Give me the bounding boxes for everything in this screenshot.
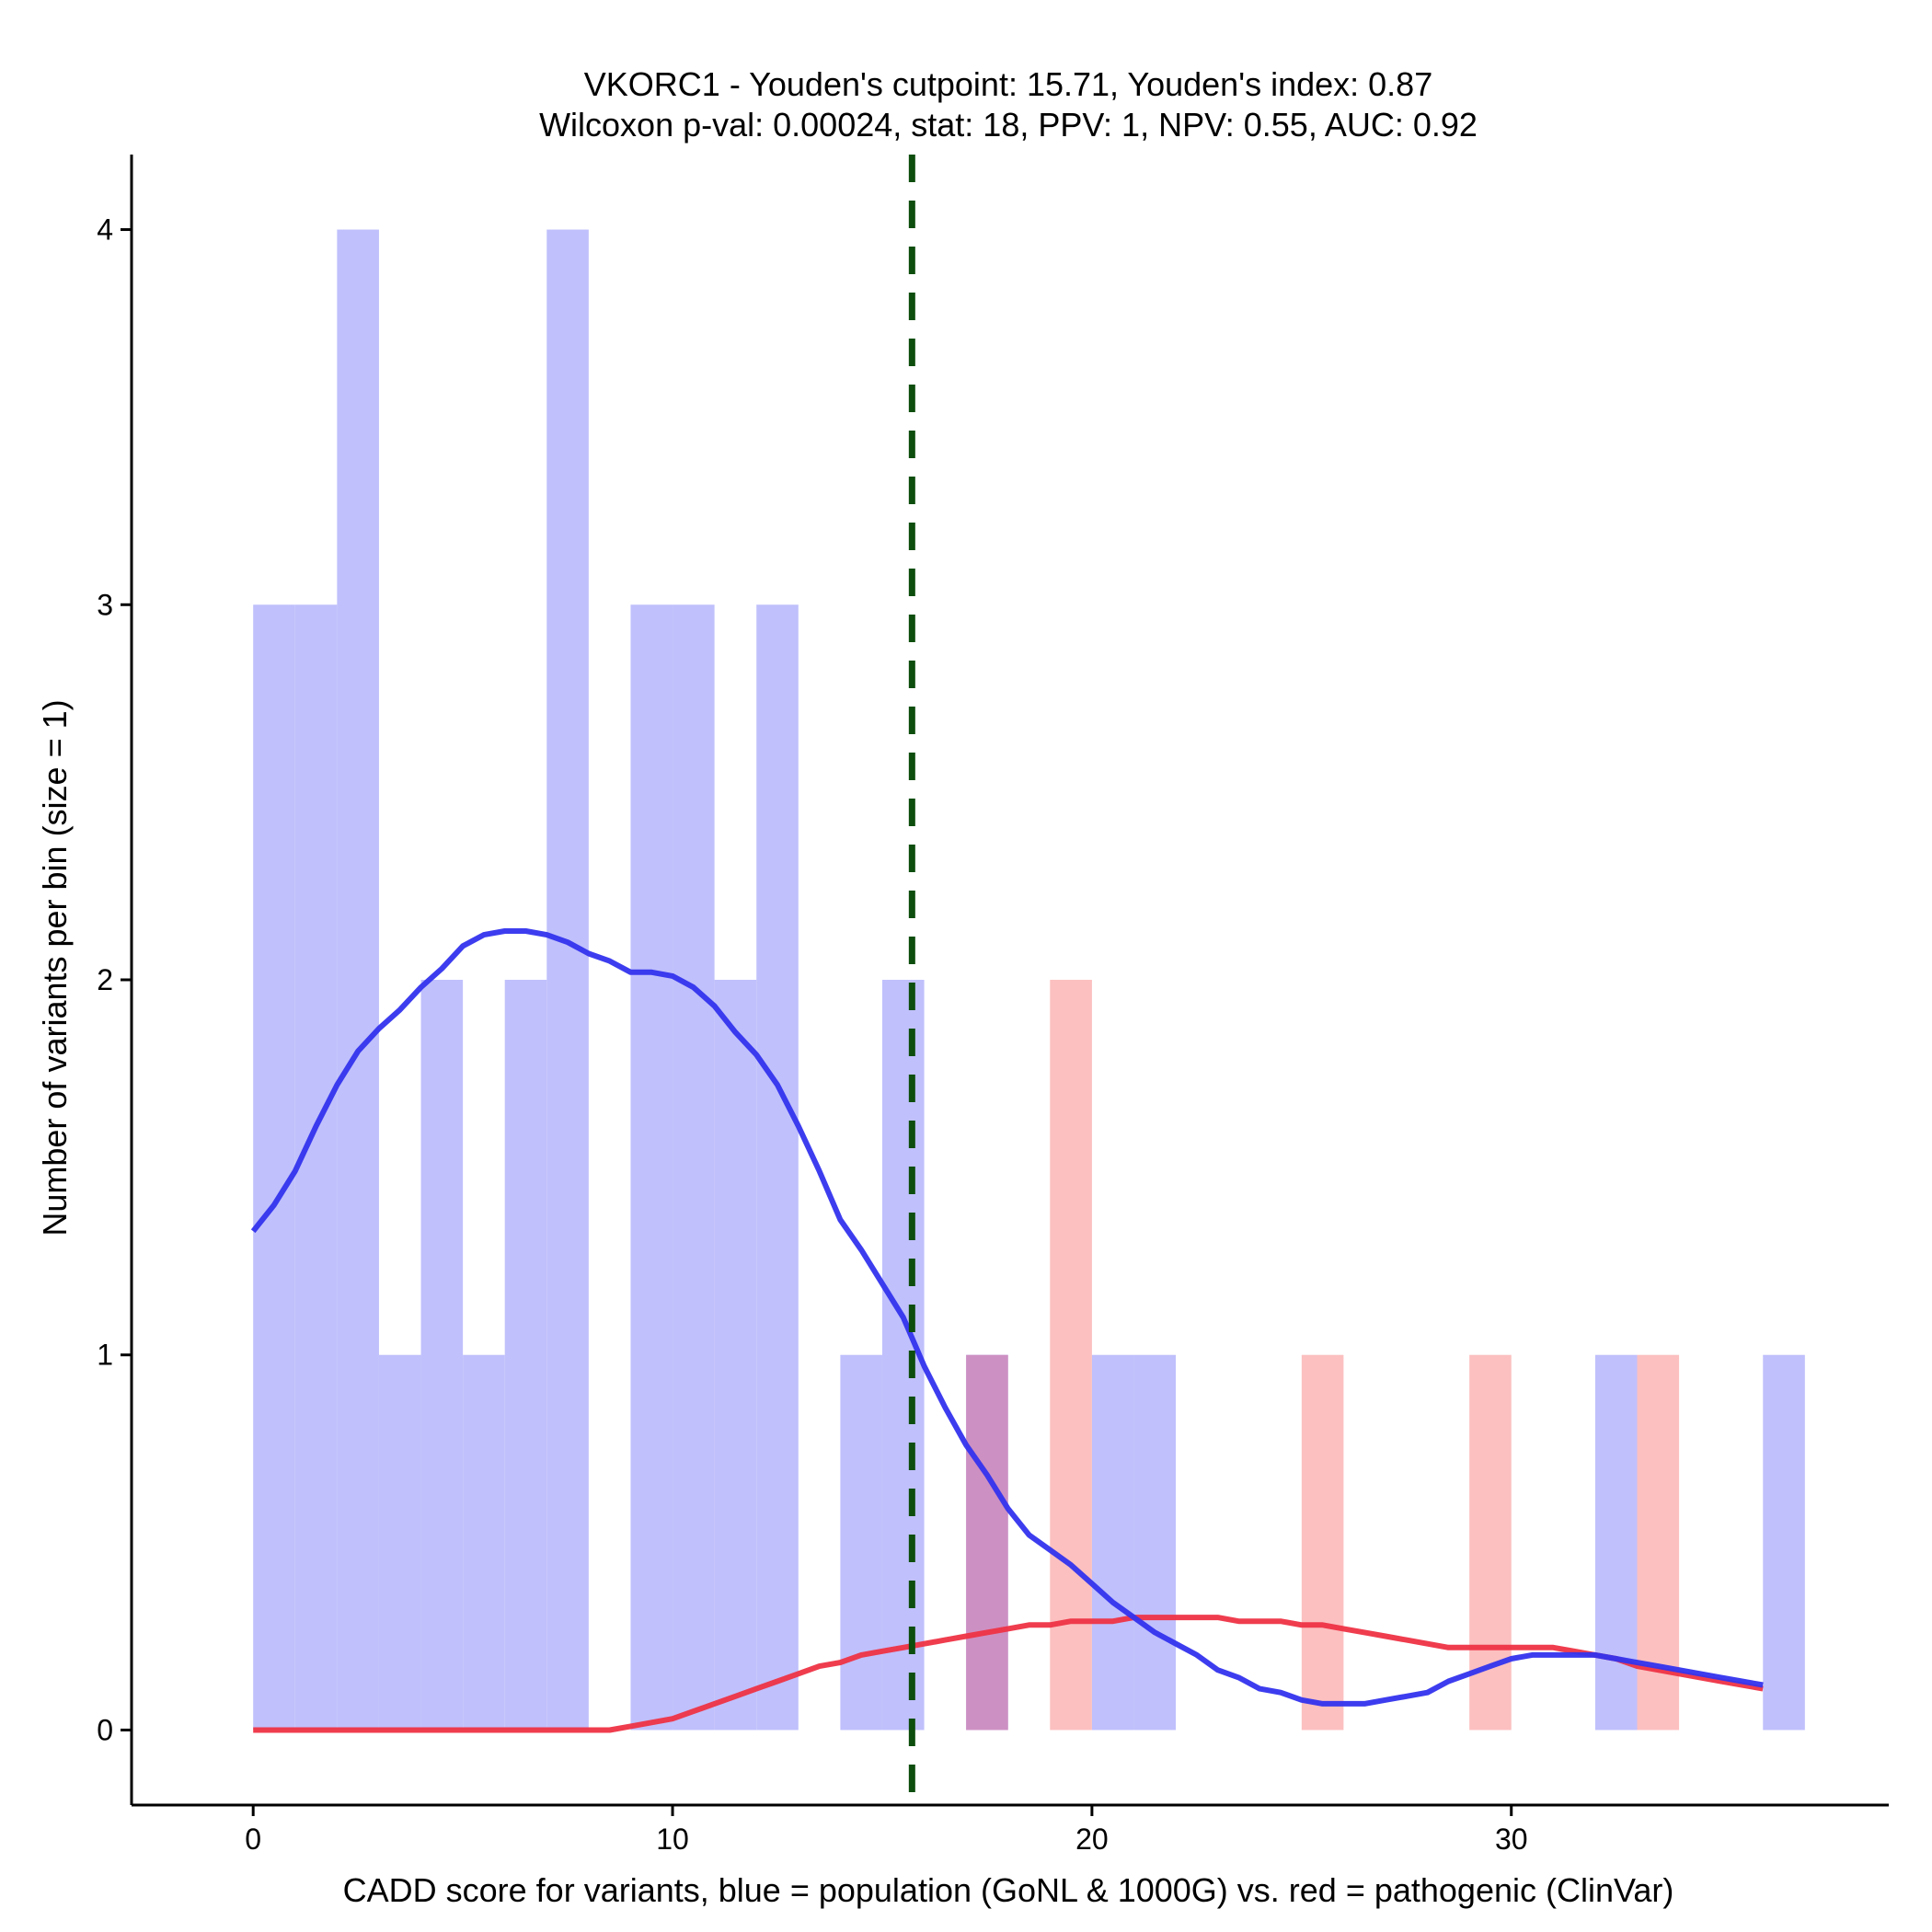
- pathogenic-bar: [1050, 980, 1092, 1731]
- y-tick-label: 4: [97, 213, 113, 247]
- y-tick-label: 2: [97, 963, 113, 996]
- population-bar: [1133, 1354, 1177, 1731]
- y-axis-label: Number of variants per bin (size = 1): [36, 699, 74, 1236]
- population-bar: [840, 1354, 882, 1731]
- x-tick-label: 10: [656, 1823, 689, 1856]
- population-bar: [294, 604, 338, 1731]
- population-bar: [504, 980, 547, 1731]
- x-tick-label: 30: [1495, 1823, 1528, 1856]
- x-tick-label: 0: [245, 1823, 261, 1856]
- y-tick-label: 3: [97, 588, 113, 621]
- pathogenic-bar: [1301, 1354, 1344, 1731]
- y-tick-label: 0: [97, 1713, 113, 1746]
- population-bar: [673, 604, 715, 1731]
- axes: 0 10 20 30 0 1 2 3 4: [97, 155, 1889, 1856]
- chart-title: VKORC1 - Youden's cutpoint: 15.71, Youde…: [539, 65, 1478, 144]
- pathogenic-density-line: [253, 1615, 1764, 1733]
- population-bar: [1763, 1354, 1805, 1731]
- population-bar: [546, 229, 589, 1731]
- overlap-bar: [966, 1354, 1008, 1731]
- chart-title-line-2: Wilcoxon p-val: 0.00024, stat: 18, PPV: …: [539, 106, 1478, 144]
- population-bar: [378, 1354, 421, 1731]
- density-curves: [250, 928, 1764, 1733]
- population-density-line: [250, 928, 1764, 1707]
- population-bar: [1594, 1354, 1638, 1731]
- x-axis-label: CADD score for variants, blue = populati…: [343, 1871, 1674, 1909]
- population-bar: [337, 229, 379, 1731]
- population-bar: [253, 604, 295, 1731]
- population-bar: [756, 604, 799, 1731]
- histogram-bars: [253, 229, 1805, 1731]
- chart-title-line-1: VKORC1 - Youden's cutpoint: 15.71, Youde…: [584, 65, 1432, 103]
- population-bar: [630, 604, 673, 1731]
- population-bar: [420, 980, 464, 1731]
- population-bar: [1091, 1354, 1134, 1731]
- population-bar: [714, 980, 757, 1731]
- y-tick-label: 1: [97, 1339, 113, 1372]
- population-bar: [463, 1354, 505, 1731]
- x-tick-label: 20: [1075, 1823, 1109, 1856]
